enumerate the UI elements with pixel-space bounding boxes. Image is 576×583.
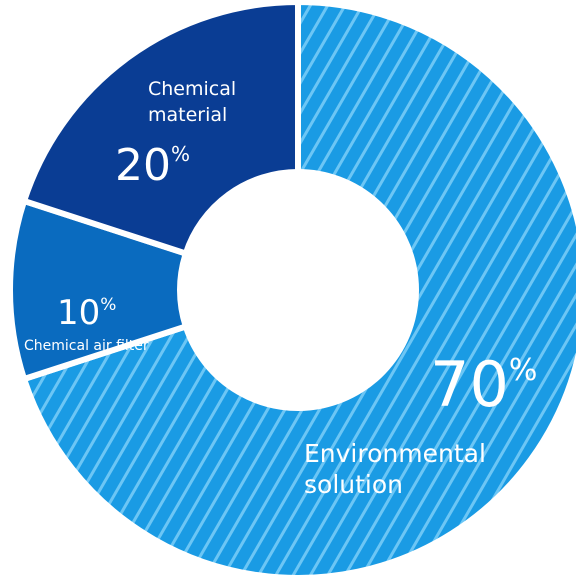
donut-slices <box>7 0 576 581</box>
environmental-solution-label-line-1: Environmental <box>304 439 486 468</box>
chemical-material-label-line-1: Chemical <box>148 78 236 100</box>
environmental-solution-percent: 70% <box>430 348 537 421</box>
slice-label-environmental-solution: 70% Environmental solution <box>304 348 537 499</box>
chemical-air-filter-percent: 10% <box>57 293 116 333</box>
environmental-solution-unit: % <box>509 353 538 388</box>
environmental-solution-label-line-2: solution <box>304 470 403 499</box>
chemical-material-unit: % <box>171 142 190 166</box>
chemical-air-filter-unit: % <box>100 295 116 315</box>
slice-label-chemical-material: Chemical material 20% <box>115 78 236 191</box>
donut-hole <box>180 172 416 408</box>
chemical-air-filter-label: Chemical air filter <box>24 338 149 354</box>
slice-label-chemical-air-filter: 10% Chemical air filter <box>24 293 149 354</box>
environmental-solution-value: 70 <box>430 348 509 421</box>
chemical-material-value: 20 <box>115 140 171 191</box>
chemical-air-filter-value: 10 <box>57 293 100 333</box>
chemical-material-percent: 20% <box>115 140 190 191</box>
chemical-material-label-line-2: material <box>148 104 227 126</box>
